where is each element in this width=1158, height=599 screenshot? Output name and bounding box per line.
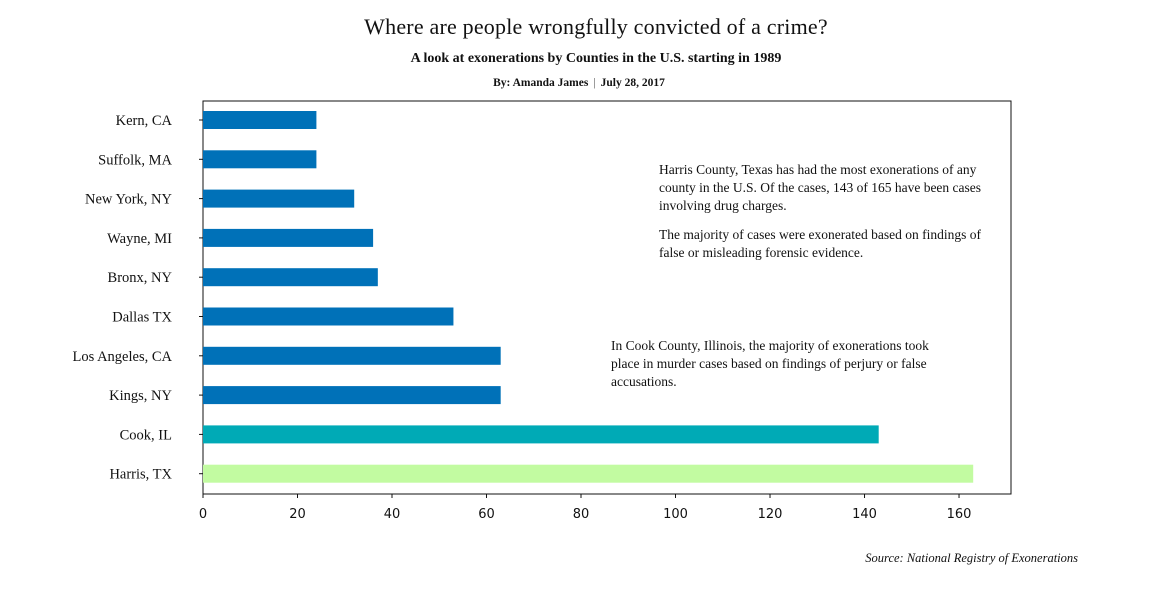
annotation-cook-county: In Cook County, Illinois, the majority o… [611,338,929,389]
source-note: Source: National Registry of Exoneration… [865,551,1078,565]
bar-bronx-ny [203,268,378,287]
y-label-harris-tx: Harris, TX [109,467,172,483]
y-label-dallas-tx: Dallas TX [112,310,172,326]
y-label-kings-ny: Kings, NY [109,388,172,404]
y-label-los-angeles-ca: Los Angeles, CA [73,349,173,365]
byline-author: By: Amanda James [493,77,589,89]
y-label-wayne-mi: Wayne, MI [107,231,172,247]
x-tick-label-160: 160 [947,507,972,522]
x-tick-label-140: 140 [852,507,877,522]
plot-area-frame [202,100,1012,495]
x-tick-label-100: 100 [663,507,688,522]
x-tick-label-80: 80 [573,507,590,522]
x-tick-label-20: 20 [289,507,306,522]
y-label-cook-il: Cook, IL [120,427,172,443]
bar-new-york-ny [203,189,355,208]
x-axis-ticks: 0 20 40 60 80 100 120 140 160 [199,494,972,522]
x-tick-label-0: 0 [199,507,207,522]
annotation-harris-drug-charges: Harris County, Texas has had the most ex… [659,162,982,213]
bars-group [203,111,974,483]
bar-kern-ca [203,111,317,129]
y-axis-ticks [199,119,203,475]
bar-kings-ny [203,386,501,405]
bar-los-angeles-ca [203,346,501,365]
y-label-bronx-ny: Bronx, NY [108,270,173,286]
chart-title: Where are people wrongfully convicted of… [364,14,828,39]
bar-suffolk-ma [203,150,317,169]
annotation-harris-forensic-evidence: The majority of cases were exonerated ba… [659,227,982,260]
y-label-suffolk-ma: Suffolk, MA [98,152,172,168]
bar-wayne-mi [203,228,374,247]
x-tick-label-120: 120 [758,507,783,522]
y-axis-labels: Kern, CA Suffolk, MA New York, NY Wayne, MI… [73,113,173,483]
bar-cook-il [203,425,879,444]
byline-separator: | [593,77,596,89]
bar-dallas-tx [203,307,454,326]
chart-subtitle: A look at exonerations by Counties in th… [410,51,782,66]
y-label-new-york-ny: New York, NY [85,192,173,208]
byline: By: Amanda James | July 28, 2017 [0,77,1158,89]
x-tick-label-40: 40 [384,507,401,522]
x-tick-label-60: 60 [478,507,495,522]
byline-date: July 28, 2017 [600,77,665,89]
bar-harris-tx [203,464,974,483]
y-label-kern-ca: Kern, CA [116,113,173,129]
